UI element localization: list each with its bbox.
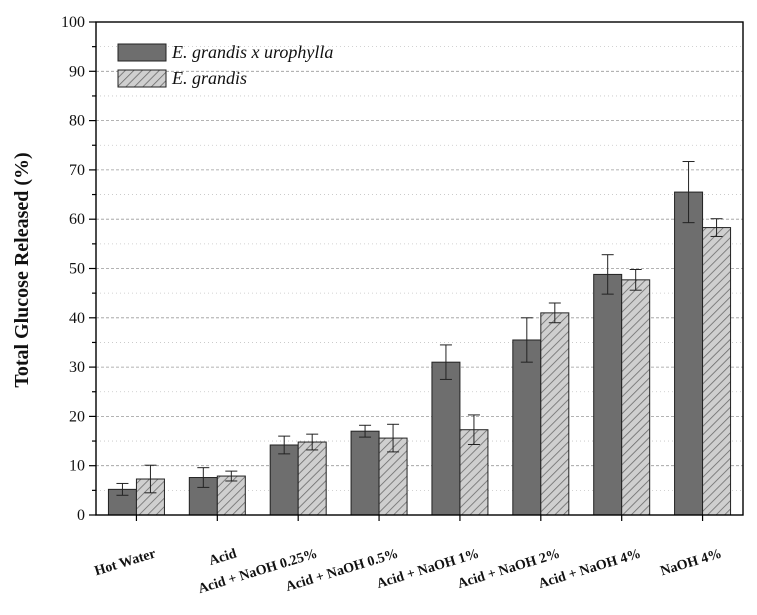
bar-e-grandis (216, 475, 246, 516)
error-bar (548, 302, 561, 324)
y-tick-label: 90 (69, 63, 85, 80)
x-tick-label: NaOH 4% (659, 546, 724, 579)
y-tick-label: 10 (69, 458, 85, 475)
error-bar (278, 435, 291, 455)
error-bar (710, 218, 723, 237)
x-tick-label: Acid (207, 546, 238, 569)
error-bar (467, 414, 480, 446)
error-bar (359, 424, 372, 438)
error-bar (439, 344, 452, 380)
error-bar (225, 470, 238, 482)
error-bar (306, 433, 319, 451)
bar-e-grandis-x-urophylla (674, 191, 704, 516)
y-tick-label: 60 (69, 211, 85, 228)
bars (107, 161, 732, 516)
y-axis-title: Total Glucose Released (%) (11, 152, 33, 387)
error-bar (601, 254, 614, 295)
y-tick-label: 40 (69, 310, 85, 327)
legend-label: E. grandis (171, 68, 247, 88)
y-tick-label: 50 (69, 261, 85, 278)
bar-e-grandis (621, 279, 651, 516)
bar-e-grandis-x-urophylla (350, 430, 380, 516)
bar-e-grandis (702, 227, 732, 516)
y-tick-label: 20 (69, 408, 85, 425)
x-tick-label: Hot Water (93, 546, 158, 579)
error-bar (197, 467, 210, 488)
legend: E. grandis x urophylla E. grandis (117, 42, 333, 88)
bar-e-grandis (540, 312, 570, 516)
error-bar (629, 268, 642, 291)
grid (96, 46, 743, 491)
bar-e-grandis-x-urophylla (512, 339, 542, 516)
bar-e-grandis (297, 441, 327, 516)
y-tick-label: 100 (61, 14, 85, 31)
legend-swatch (117, 43, 167, 62)
error-bar (116, 482, 129, 496)
bar-e-grandis-x-urophylla (593, 273, 623, 516)
legend-swatch (117, 69, 167, 88)
y-tick-label: 80 (69, 113, 85, 130)
bar-e-grandis-x-urophylla (269, 444, 299, 516)
error-bar (520, 317, 533, 363)
legend-label: E. grandis x urophylla (171, 42, 333, 62)
error-bar (144, 464, 157, 494)
y-tick-label: 30 (69, 359, 85, 376)
error-bar (387, 423, 400, 453)
bar-e-grandis-x-urophylla (431, 361, 461, 516)
y-tick-label: 70 (69, 162, 85, 179)
y-tick-label: 0 (77, 507, 85, 524)
error-bar (682, 161, 695, 224)
